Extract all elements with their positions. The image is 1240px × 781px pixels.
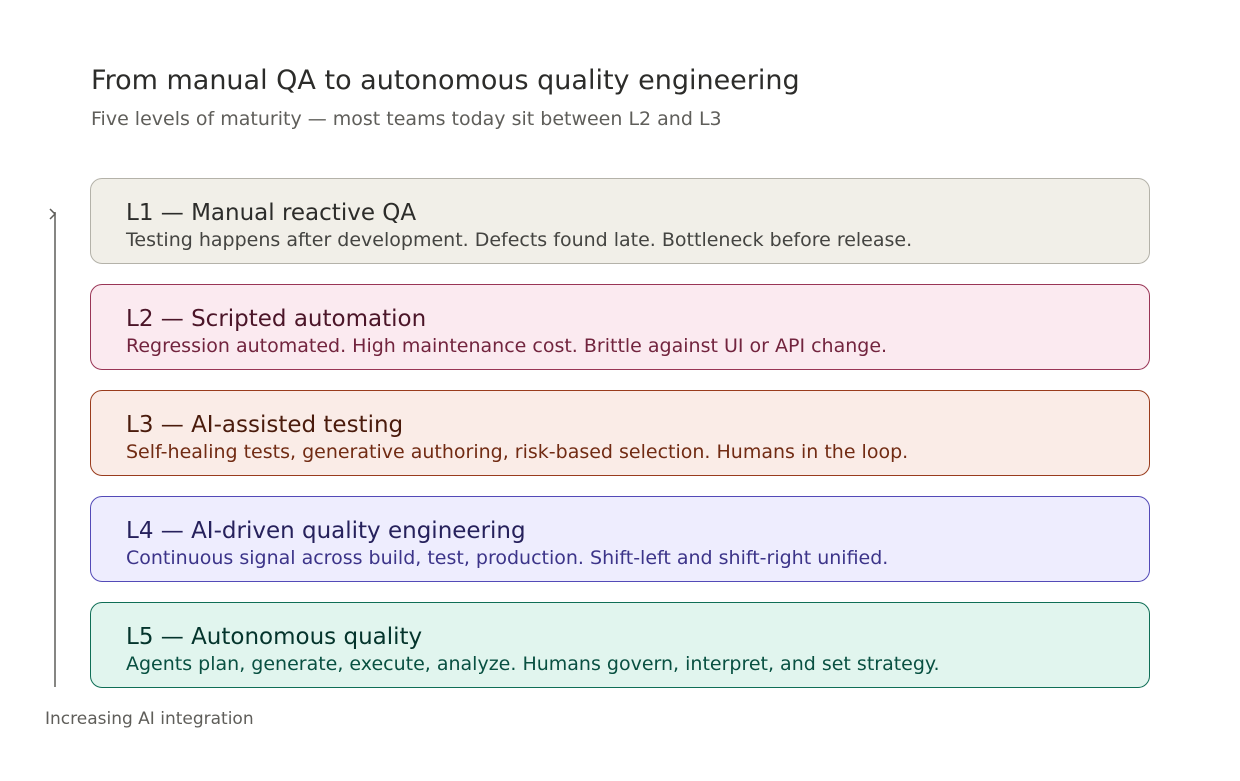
level-title: L4 — AI-driven quality engineering bbox=[126, 518, 526, 544]
level-title: L3 — AI-assisted testing bbox=[126, 412, 404, 438]
level-card-l3: L3 — AI-assisted testing Self-healing te… bbox=[90, 390, 1150, 476]
level-card-l2: L2 — Scripted automation Regression auto… bbox=[90, 284, 1150, 370]
level-description: Continuous signal across build, test, pr… bbox=[126, 547, 889, 569]
level-description: Agents plan, generate, execute, analyze.… bbox=[126, 653, 940, 675]
level-title: L2 — Scripted automation bbox=[126, 306, 427, 332]
arrow-head-icon bbox=[49, 208, 57, 220]
level-card-l5: L5 — Autonomous quality Agents plan, gen… bbox=[90, 602, 1150, 688]
level-card-l4: L4 — AI-driven quality engineering Conti… bbox=[90, 496, 1150, 582]
diagram-subtitle: Five levels of maturity — most teams tod… bbox=[91, 108, 722, 130]
level-description: Regression automated. High maintenance c… bbox=[126, 335, 888, 357]
level-title: L5 — Autonomous quality bbox=[126, 624, 423, 650]
level-description: Self-healing tests, generative authoring… bbox=[126, 441, 909, 463]
maturity-levels: L1 — Manual reactive QA Testing happens … bbox=[90, 178, 1150, 708]
level-description: Testing happens after development. Defec… bbox=[126, 229, 913, 251]
ai-integration-axis bbox=[49, 208, 57, 687]
level-card-l1: L1 — Manual reactive QA Testing happens … bbox=[90, 178, 1150, 264]
level-title: L1 — Manual reactive QA bbox=[126, 200, 417, 226]
axis-label: Increasing AI integration bbox=[45, 709, 254, 729]
diagram-title: From manual QA to autonomous quality eng… bbox=[91, 65, 800, 96]
